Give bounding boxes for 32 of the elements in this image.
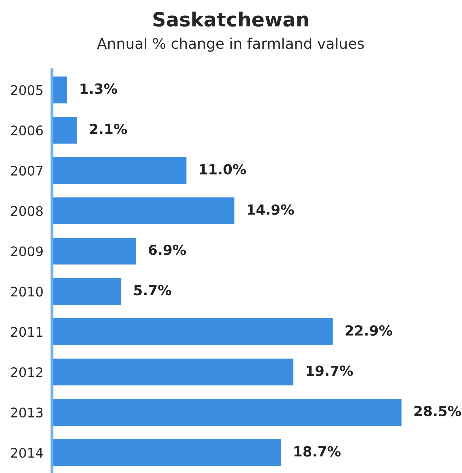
y-tick-label: 2007: [11, 166, 43, 176]
bar: [52, 357, 296, 388]
data-label: 22.9%: [346, 325, 392, 336]
y-tick-label: 2013: [11, 408, 43, 418]
data-label: 6.9%: [148, 244, 186, 256]
y-tick-label: 2010: [11, 286, 43, 297]
y-tick-label: 2006: [11, 126, 44, 136]
chart-subtitle: Annual % change in farmland values: [97, 38, 364, 52]
chart-title: Saskatchewan: [154, 12, 308, 27]
bar: [52, 116, 79, 146]
bar: [52, 276, 123, 306]
data-label: 11.0%: [200, 164, 246, 175]
bar: [52, 438, 283, 468]
data-label: 5.7%: [134, 285, 172, 296]
data-label: 14.9%: [248, 204, 294, 216]
y-tick-label: 2014: [11, 448, 44, 458]
data-label: 19.7%: [306, 366, 354, 376]
data-label: 2.1%: [90, 124, 128, 134]
y-tick-label: 2008: [11, 206, 43, 216]
data-label: 18.7%: [294, 446, 341, 457]
data-label: 28.5%: [414, 406, 462, 417]
y-tick-label: 2012: [11, 367, 43, 378]
bar: [52, 236, 138, 266]
y-tick-label: 2009: [11, 246, 43, 257]
bar: [52, 317, 334, 347]
bar: [52, 398, 404, 428]
data-label: 1.3%: [80, 84, 118, 94]
y-tick-label: 2005: [11, 85, 43, 96]
y-tick-label: 2011: [11, 327, 43, 338]
bar: [52, 156, 188, 186]
bar: [52, 75, 69, 105]
bar: [52, 196, 236, 226]
